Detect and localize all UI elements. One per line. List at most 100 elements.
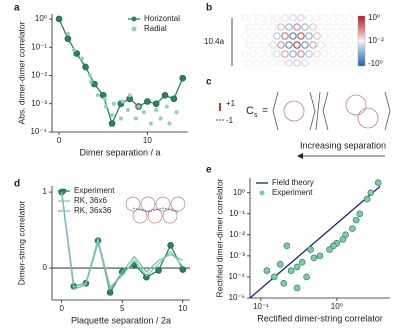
heatmap-cell [241, 14, 249, 22]
data-point [108, 120, 116, 127]
heatmap-cell [349, 23, 357, 31]
heatmap-cell [317, 23, 325, 31]
heatmap-cell [273, 50, 281, 58]
colorbar-label: 10⁰ [368, 13, 380, 22]
data-point [88, 79, 93, 84]
heatmap-cell [277, 41, 285, 49]
heatmap-cell [329, 50, 337, 58]
data-point [349, 225, 356, 232]
heatmap-cell [289, 50, 297, 58]
legend-symbol [259, 190, 265, 196]
heatmap-cell [261, 41, 269, 49]
data-point [367, 189, 375, 197]
heatmap-cell [281, 32, 289, 40]
heatmap-cell [313, 32, 321, 40]
heatmap-cell [273, 32, 281, 40]
heatmap-cell [261, 23, 269, 31]
heatmap-cell [333, 23, 341, 31]
heatmap-cell [281, 50, 289, 58]
legend-label: Experiment [272, 188, 313, 197]
formula-brackets [272, 91, 391, 131]
heatmap-cell [249, 32, 257, 40]
x-tick-label: 5 [120, 304, 125, 313]
x-tick-label: 10⁰ [331, 302, 343, 311]
colorbar-label: -10⁰ [368, 59, 383, 68]
x-tick-label: 0 [59, 304, 64, 313]
legend-symbol [131, 26, 137, 32]
inset-diagram [125, 196, 186, 224]
data-point [148, 121, 153, 126]
panel-label: b [206, 3, 212, 14]
heatmap-cell [325, 41, 333, 49]
legend-label: Experiment [74, 186, 115, 195]
data-point [127, 93, 132, 98]
data-point [87, 73, 92, 78]
arrow-label: Increasing separation [300, 140, 386, 150]
heatmap-cell [273, 14, 281, 22]
heatmap-cell [333, 41, 341, 49]
data-point [263, 267, 271, 274]
y-tick-label: 10⁻¹ [31, 42, 47, 51]
data-point [374, 179, 382, 186]
x-tick-label: 10 [143, 136, 152, 145]
series-line [61, 191, 184, 291]
data-point [82, 63, 89, 71]
data-point [310, 254, 318, 262]
y-tick-label: 10⁻² [31, 71, 47, 80]
heatmap-cell [253, 41, 261, 49]
data-point [136, 104, 141, 109]
data-point [293, 263, 301, 271]
y-tick-label: 10⁻⁴ [30, 127, 47, 136]
heatmap-cell [349, 41, 357, 49]
data-point [155, 267, 162, 274]
data-point [152, 100, 160, 108]
data-point [293, 284, 301, 292]
heatmap-cell [289, 14, 297, 22]
heatmap-cell [313, 14, 321, 22]
formula: C [246, 105, 254, 117]
data-point [91, 80, 98, 88]
heatmap-cell [245, 41, 253, 49]
formula-subscript: s [254, 112, 258, 119]
heatmap-cell [305, 50, 313, 58]
arrowhead [297, 153, 303, 159]
heatmap-cell [325, 23, 333, 31]
heatmap-cell [317, 59, 325, 67]
data-point [144, 98, 151, 105]
y-tick-label: 10⁻⁴ [228, 272, 245, 281]
x-axis-label: Rectified dimer-string correlator [257, 313, 383, 323]
data-point [167, 241, 174, 249]
y-tick-label: 10⁻³ [31, 99, 47, 108]
data-point [95, 93, 100, 98]
legend-label: Radial [144, 24, 167, 33]
data-point [179, 266, 187, 273]
data-point [64, 35, 72, 43]
data-point [161, 91, 169, 99]
heatmap-cell [253, 59, 261, 67]
legend-symbol [131, 16, 137, 22]
x-axis-label: Dimer separation / a [79, 147, 160, 157]
x-tick-label: 10⁻¹ [253, 302, 269, 311]
heatmap-cell [341, 41, 349, 49]
heatmap-cell [309, 41, 317, 49]
data-point [73, 50, 81, 57]
heatmap-cell [333, 59, 341, 67]
heatmap-cell [297, 32, 305, 40]
heatmap-cell [297, 50, 305, 58]
y-tick-label: 10⁻³ [229, 251, 245, 260]
y-tick-label: 10⁰ [35, 14, 47, 23]
y-tick-label: 10⁻² [229, 230, 245, 239]
heatmap-cell [285, 41, 293, 49]
heatmap-cell [309, 23, 317, 31]
heatmap-cell [321, 14, 329, 22]
heatmap-cell [329, 32, 337, 40]
heatmap-cell [289, 32, 297, 40]
heatmap-cell [345, 14, 353, 22]
panel-label: e [206, 165, 212, 176]
data-point [276, 260, 284, 268]
legend-label: Horizontal [144, 14, 180, 23]
data-point [102, 96, 107, 101]
size-label: 10.4a [204, 37, 225, 46]
series-line [58, 18, 184, 126]
data-point [118, 116, 123, 121]
